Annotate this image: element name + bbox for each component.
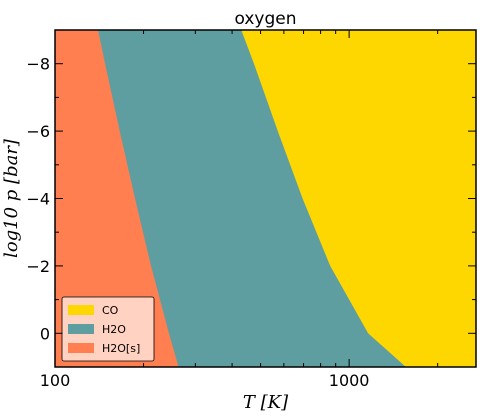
x-tick-label: 100 — [40, 371, 71, 390]
phase-regions — [55, 30, 476, 367]
legend-label: H2O — [102, 323, 126, 336]
legend-swatch — [68, 343, 94, 353]
y-tick-label: −8 — [26, 55, 50, 74]
y-tick-label: 0 — [40, 324, 50, 343]
y-tick-label: −6 — [26, 122, 50, 141]
y-tick-label: −4 — [26, 190, 50, 209]
y-axis-label: log10 p [bar] — [1, 138, 22, 258]
x-axis-label: T [K] — [243, 392, 289, 413]
legend-swatch — [68, 305, 94, 315]
legend-swatch — [68, 324, 94, 334]
y-tick-label: −2 — [26, 257, 50, 276]
region-h2o-solid — [55, 30, 179, 367]
chart-title: oxygen — [234, 9, 296, 29]
legend: CO H2O H2O[s] — [61, 296, 155, 362]
x-tick-label: 1000 — [329, 371, 370, 390]
legend-label: CO — [102, 304, 119, 317]
legend-label: H2O[s] — [102, 342, 140, 355]
axis-tick-labels: 100 1000 −8 −6 −4 −2 0 — [26, 55, 369, 390]
